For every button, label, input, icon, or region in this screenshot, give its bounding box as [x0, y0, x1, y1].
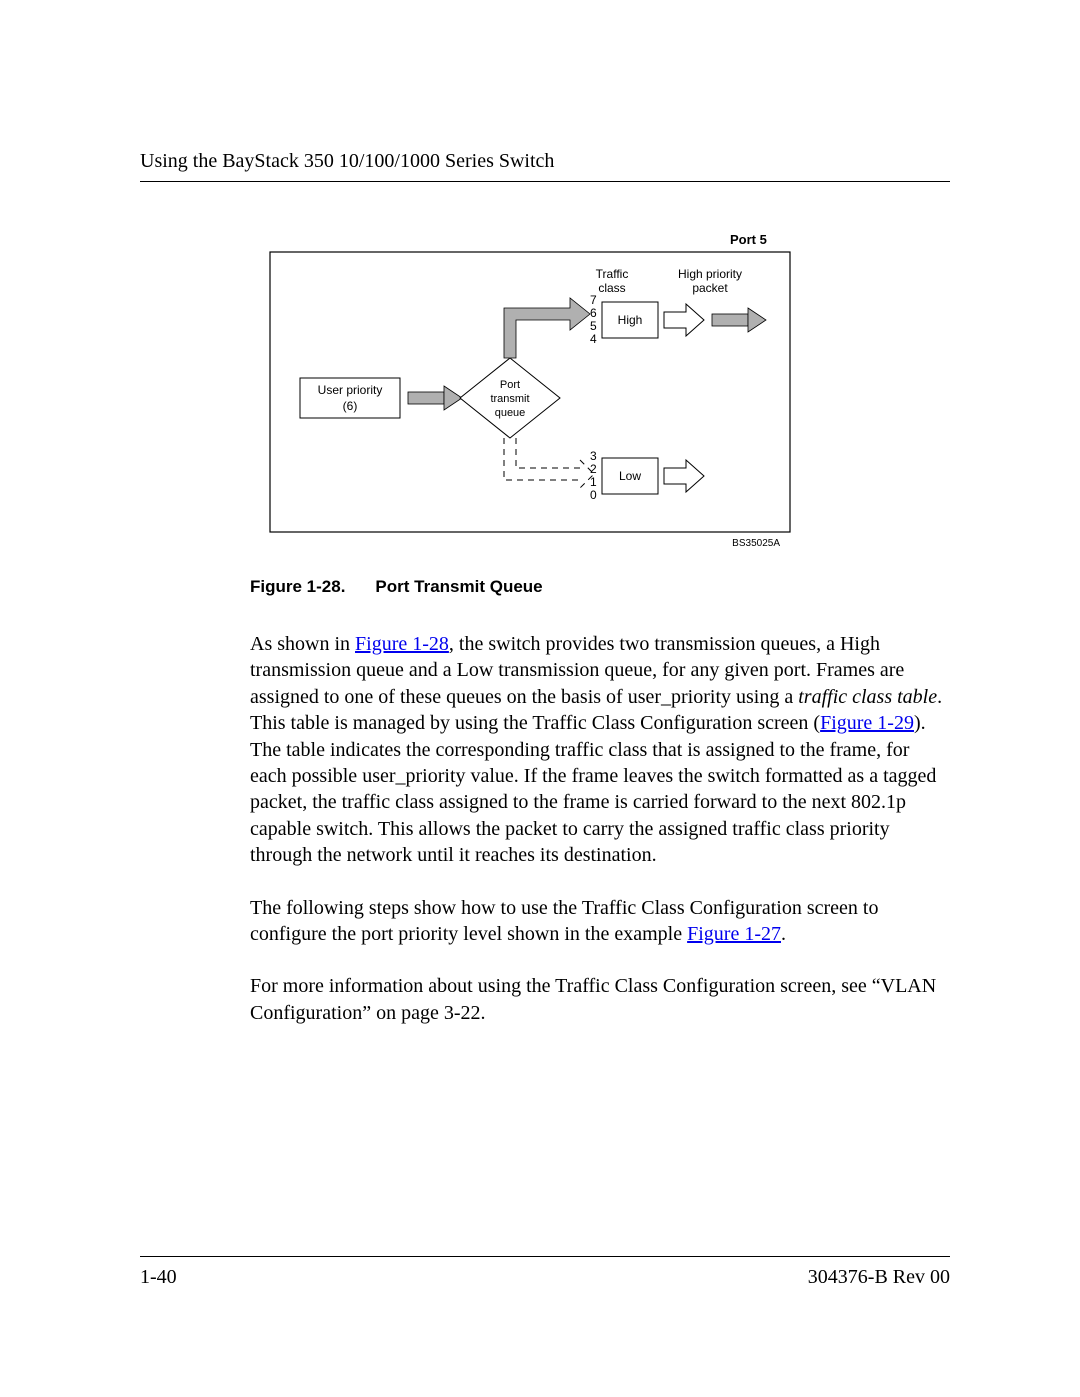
diamond-text2: transmit [490, 393, 529, 405]
figure-diagram: Port 5 User priority (6) Port transmit q… [250, 232, 810, 552]
user-priority-text2: (6) [343, 399, 358, 413]
link-figure-1-29[interactable]: Figure 1-29 [820, 712, 914, 734]
lnum-0: 3 [590, 449, 597, 463]
port-label: Port 5 [730, 232, 767, 247]
high-priority-2: packet [692, 281, 728, 295]
traffic-class-1: Traffic [596, 267, 629, 281]
p1-italic: traffic class table [798, 686, 937, 708]
diamond-text3: queue [495, 407, 526, 419]
link-figure-1-28[interactable]: Figure 1-28 [355, 633, 449, 655]
doc-revision: 304376-B Rev 00 [808, 1266, 950, 1289]
low-box-text: Low [619, 469, 641, 483]
hnum-0: 7 [590, 293, 597, 307]
lnum-2: 1 [590, 475, 597, 489]
high-priority-1: High priority [678, 267, 742, 281]
page: Using the BayStack 350 10/100/1000 Serie… [0, 0, 1080, 1397]
page-number: 1-40 [140, 1266, 177, 1289]
user-priority-text1: User priority [318, 383, 383, 397]
p1-a: As shown in [250, 633, 355, 655]
lnum-3: 0 [590, 488, 597, 502]
page-header-title: Using the BayStack 350 10/100/1000 Serie… [140, 150, 950, 173]
traffic-class-2: class [598, 281, 625, 295]
hnum-3: 4 [590, 332, 597, 346]
footer: 1-40 304376-B Rev 00 [140, 1266, 950, 1289]
p1-d: ). The table indicates the corresponding… [250, 712, 936, 866]
diamond-text1: Port [500, 379, 520, 391]
paragraph-1: As shown in Figure 1-28, the switch prov… [250, 631, 950, 869]
figure-caption-title: Port Transmit Queue [375, 577, 542, 596]
p2-b: . [781, 923, 786, 945]
figure-refcode: BS35025A [732, 538, 780, 549]
figure-container: Port 5 User priority (6) Port transmit q… [250, 232, 950, 557]
lnum-1: 2 [590, 462, 597, 476]
figure-caption: Figure 1-28. Port Transmit Queue [250, 577, 950, 597]
header-rule [140, 181, 950, 182]
hnum-2: 5 [590, 319, 597, 333]
footer-rule [140, 1256, 950, 1257]
link-figure-1-27[interactable]: Figure 1-27 [687, 923, 781, 945]
high-box-text: High [618, 313, 643, 327]
figure-caption-label: Figure 1-28. [250, 577, 345, 596]
paragraph-2: The following steps show how to use the … [250, 895, 950, 948]
hnum-1: 6 [590, 306, 597, 320]
paragraph-3: For more information about using the Tra… [250, 973, 950, 1026]
